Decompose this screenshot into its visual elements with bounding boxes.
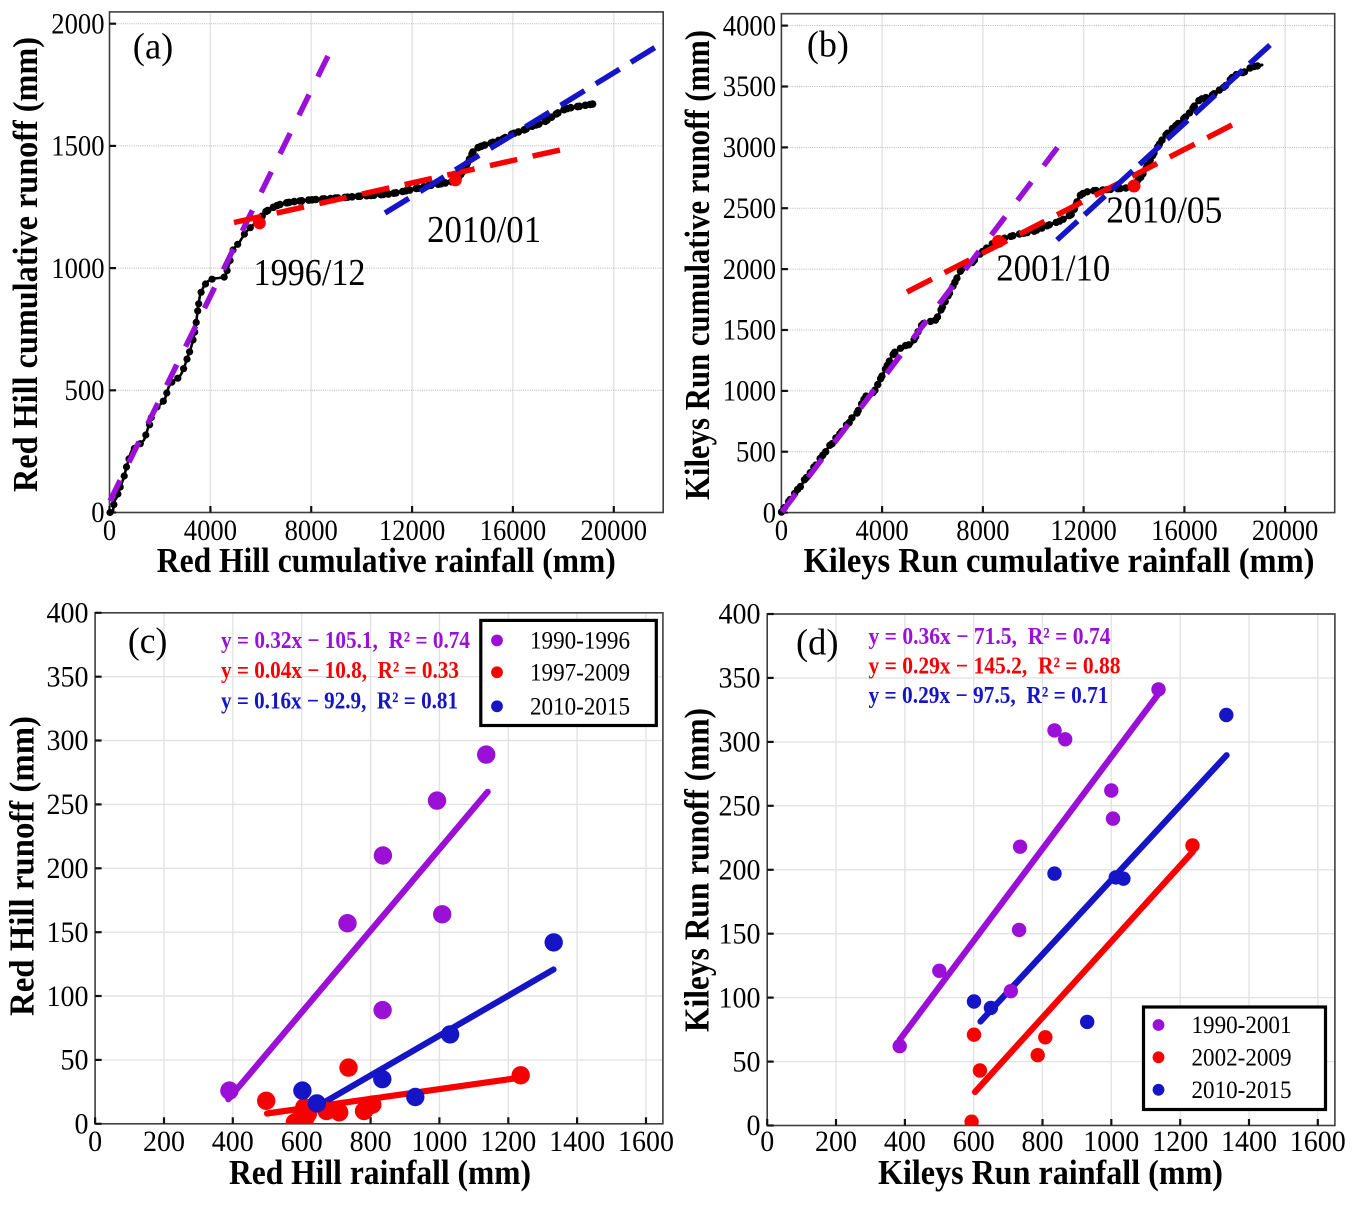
svg-text:2010-2015: 2010-2015 (530, 694, 630, 721)
svg-text:1000: 1000 (411, 1125, 467, 1158)
svg-text:250: 250 (47, 788, 89, 821)
svg-text:50: 50 (61, 1044, 89, 1077)
svg-text:200: 200 (47, 852, 89, 885)
svg-text:0: 0 (775, 514, 788, 547)
svg-text:0: 0 (75, 1108, 89, 1141)
svg-text:y = 0.16x − 92.9, R² = 0.81: y = 0.16x − 92.9, R² = 0.81 (221, 689, 458, 715)
svg-text:8000: 8000 (285, 514, 338, 547)
svg-text:800: 800 (350, 1125, 392, 1158)
svg-text:1997-2009: 1997-2009 (530, 660, 630, 687)
svg-text:1400: 1400 (549, 1125, 605, 1158)
svg-text:1000: 1000 (1083, 1125, 1139, 1158)
svg-text:1200: 1200 (1152, 1125, 1208, 1158)
svg-text:y = 0.29x − 145.2, R² = 0.88: y = 0.29x − 145.2, R² = 0.88 (869, 654, 1121, 680)
svg-text:Kileys Run rainfall (mm): Kileys Run rainfall (mm) (878, 1153, 1223, 1192)
svg-text:300: 300 (719, 726, 761, 759)
svg-text:600: 600 (281, 1125, 323, 1158)
svg-text:Kileys Run runoff (mm): Kileys Run runoff (mm) (678, 708, 717, 1032)
svg-text:y = 0.04x − 10.8, R² = 0.33: y = 0.04x − 10.8, R² = 0.33 (221, 658, 459, 684)
svg-text:400: 400 (212, 1125, 254, 1158)
svg-text:1600: 1600 (1290, 1125, 1346, 1158)
svg-text:12000: 12000 (379, 514, 446, 547)
svg-text:2010/05: 2010/05 (1106, 189, 1222, 231)
svg-text:2002-2009: 2002-2009 (1192, 1044, 1292, 1071)
svg-text:4000: 4000 (184, 514, 237, 547)
svg-text:1990-1996: 1990-1996 (530, 628, 630, 655)
svg-text:250: 250 (719, 790, 761, 823)
svg-text:500: 500 (65, 374, 105, 407)
svg-text:1990-2001: 1990-2001 (1192, 1012, 1292, 1039)
svg-text:8000: 8000 (956, 514, 1009, 547)
svg-text:1500: 1500 (723, 314, 776, 347)
svg-text:(c): (c) (128, 620, 167, 661)
svg-text:(b): (b) (807, 24, 849, 65)
svg-text:(d): (d) (796, 622, 839, 663)
svg-text:Kileys Run cumulative runoff (: Kileys Run cumulative runoff (mm) (678, 30, 717, 500)
svg-text:0: 0 (747, 1109, 761, 1142)
svg-text:1400: 1400 (1221, 1125, 1277, 1158)
svg-text:100: 100 (47, 980, 89, 1013)
svg-text:3000: 3000 (723, 131, 776, 164)
svg-text:800: 800 (1022, 1125, 1064, 1158)
svg-text:350: 350 (47, 660, 89, 693)
svg-text:1000: 1000 (51, 252, 104, 285)
svg-text:150: 150 (47, 916, 89, 949)
svg-text:Red Hill rainfall (mm): Red Hill rainfall (mm) (229, 1153, 531, 1192)
svg-text:600: 600 (953, 1125, 995, 1158)
svg-text:400: 400 (47, 597, 89, 630)
svg-text:200: 200 (815, 1125, 857, 1158)
svg-text:12000: 12000 (1050, 514, 1117, 547)
svg-text:1000: 1000 (723, 375, 776, 408)
svg-text:200: 200 (143, 1125, 185, 1158)
svg-text:350: 350 (719, 662, 761, 695)
svg-text:300: 300 (47, 724, 89, 757)
svg-text:y = 0.29x − 97.5, R² = 0.71: y = 0.29x − 97.5, R² = 0.71 (869, 683, 1109, 709)
svg-text:Red Hill cumulative runoff (mm: Red Hill cumulative runoff (mm) (6, 37, 45, 492)
svg-text:0: 0 (763, 496, 776, 529)
svg-text:1500: 1500 (51, 130, 104, 163)
svg-text:y = 0.36x − 71.5, R² = 0.74: y = 0.36x − 71.5, R² = 0.74 (869, 624, 1111, 650)
svg-text:2001/10: 2001/10 (996, 248, 1110, 290)
svg-text:y = 0.32x − 105.1, R² = 0.74: y = 0.32x − 105.1, R² = 0.74 (221, 628, 470, 654)
svg-text:150: 150 (719, 917, 761, 950)
svg-text:Kileys Run cumulative rainfall: Kileys Run cumulative rainfall (mm) (804, 541, 1315, 580)
svg-text:0: 0 (760, 1125, 774, 1158)
svg-text:3500: 3500 (723, 70, 776, 103)
svg-text:16000: 16000 (480, 514, 547, 547)
svg-text:2010/01: 2010/01 (427, 209, 541, 251)
svg-text:Red Hill cumulative rainfall (: Red Hill cumulative rainfall (mm) (157, 541, 616, 580)
svg-text:100: 100 (719, 981, 761, 1014)
svg-text:2000: 2000 (723, 253, 776, 286)
svg-text:2500: 2500 (723, 192, 776, 225)
svg-text:400: 400 (884, 1125, 926, 1158)
svg-text:1996/12: 1996/12 (254, 252, 366, 294)
svg-text:1200: 1200 (480, 1125, 536, 1158)
svg-text:1600: 1600 (618, 1125, 674, 1158)
svg-text:20000: 20000 (1252, 514, 1319, 547)
svg-text:4000: 4000 (723, 9, 776, 42)
svg-text:0: 0 (88, 1125, 102, 1158)
svg-text:16000: 16000 (1151, 514, 1218, 547)
svg-text:Red Hill runoff (mm): Red Hill runoff (mm) (3, 716, 42, 1016)
svg-text:2000: 2000 (51, 7, 104, 40)
svg-text:400: 400 (719, 598, 761, 631)
svg-text:200: 200 (719, 854, 761, 887)
svg-text:(a): (a) (133, 25, 174, 66)
svg-text:0: 0 (91, 496, 104, 529)
svg-text:0: 0 (103, 514, 116, 547)
svg-text:2010-2015: 2010-2015 (1192, 1077, 1292, 1104)
svg-text:50: 50 (733, 1045, 761, 1078)
svg-text:20000: 20000 (581, 514, 648, 547)
svg-text:4000: 4000 (856, 514, 909, 547)
svg-text:500: 500 (736, 435, 776, 468)
